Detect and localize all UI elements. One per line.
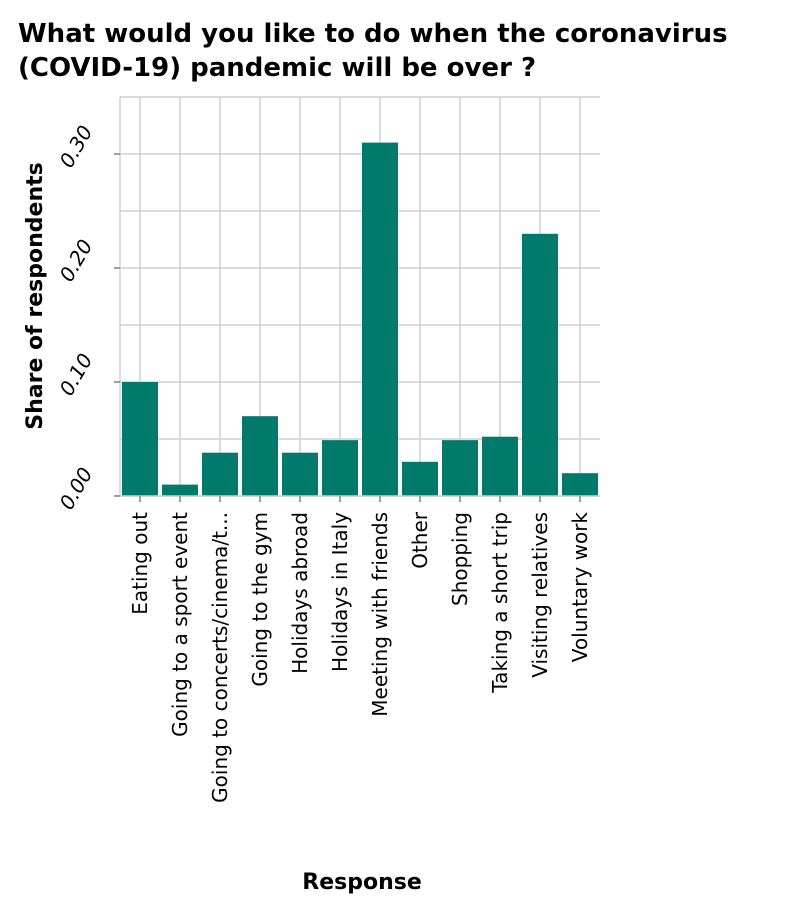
x-tick-label: Voluntary work [568, 512, 592, 663]
bar [122, 382, 158, 496]
bar [482, 436, 518, 496]
x-tick-label: Going to the gym [248, 512, 272, 687]
x-tick-label: Shopping [448, 512, 472, 606]
x-tick-label: Holidays in Italy [328, 512, 352, 672]
x-tick-label: Going to a sport event [168, 512, 192, 737]
y-tick-label: 0.00 [54, 463, 97, 514]
bar [522, 233, 558, 497]
x-tick-label: Meeting with friends [368, 512, 392, 717]
x-tick-label: Going to concerts/cinema/t... [208, 512, 232, 803]
bar [442, 440, 478, 496]
bar [402, 461, 438, 496]
x-tick-label: Eating out [128, 512, 152, 615]
x-tick-label: Visiting relatives [528, 512, 552, 678]
chart-title-line-2: (COVID-19) pandemic will be over ? [18, 53, 536, 83]
chart-title-line-1: What would you like to do when the coron… [18, 19, 728, 49]
y-tick-label: 0.20 [54, 235, 97, 286]
bar [282, 452, 318, 496]
bar [162, 484, 198, 496]
x-axis-label: Response [302, 870, 422, 895]
x-tick-label: Other [408, 511, 432, 569]
x-tick-label: Holidays abroad [288, 512, 312, 674]
axes [119, 97, 600, 497]
y-axis-label: Share of respondents [23, 162, 48, 429]
grid [120, 96, 600, 497]
y-tick-label: 0.10 [54, 349, 97, 400]
bars [122, 142, 598, 497]
bar [242, 416, 278, 496]
bar [362, 142, 398, 496]
x-tick-label: Taking a short trip [488, 512, 512, 694]
y-tick-label: 0.30 [54, 121, 97, 172]
bar [562, 473, 598, 496]
bar [202, 452, 238, 496]
y-tick-labels: 0.00 0.10 0.20 0.30 [54, 121, 120, 514]
bar [322, 440, 358, 496]
x-tick-labels: Eating out Going to a sport event Going to… [128, 496, 592, 803]
